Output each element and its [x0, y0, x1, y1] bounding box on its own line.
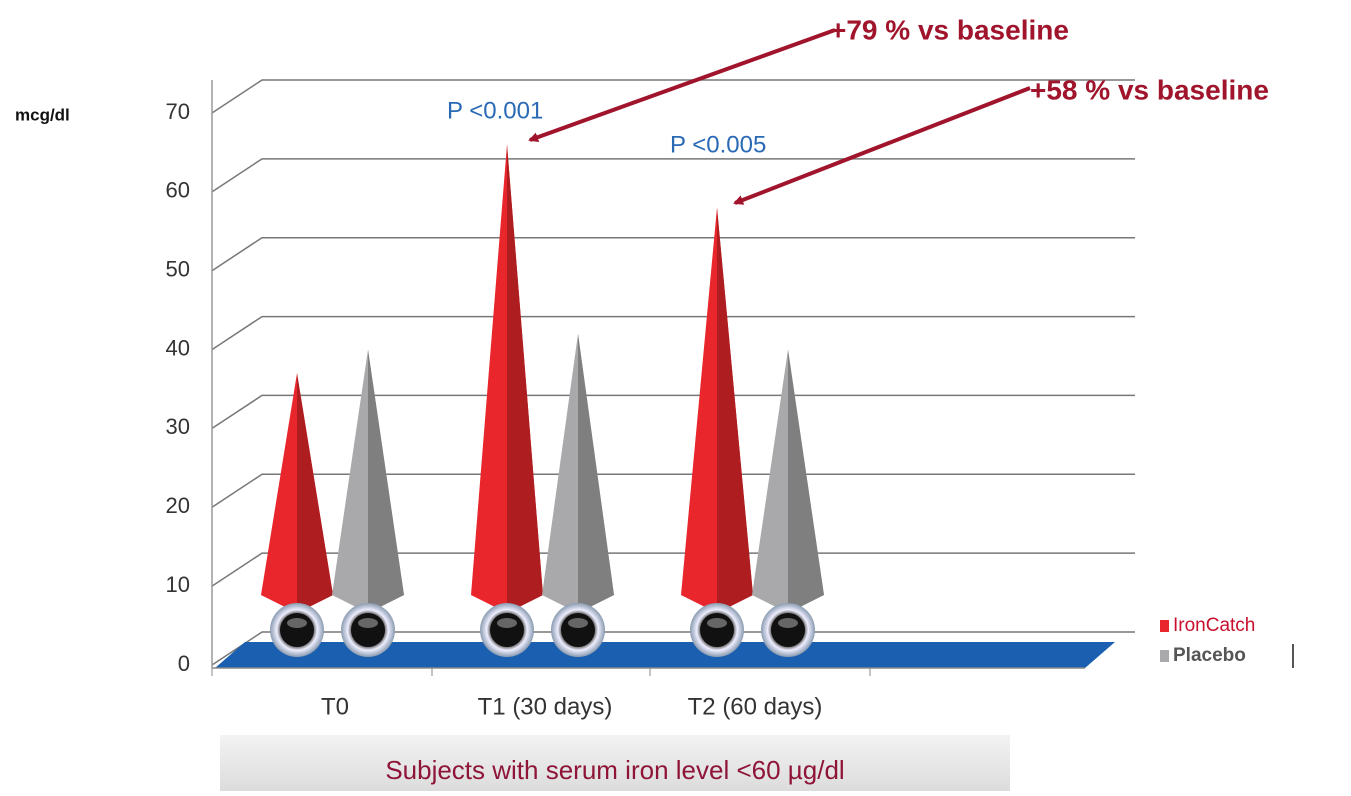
annotation: P <0.001	[447, 97, 543, 124]
arrow	[530, 30, 835, 140]
bar-shade	[297, 373, 333, 613]
ball-shine	[497, 618, 517, 628]
y-axis-label: mcg/dl	[15, 105, 70, 124]
annotation: +79 % vs baseline	[830, 14, 1069, 45]
bar-shade	[578, 334, 614, 613]
x-tick-label: T2 (60 days)	[688, 693, 823, 720]
cone	[471, 145, 543, 657]
chart: 0 10 20 30 40 50 60 70 mcg/dl T0 T1 (30 days) T2 …	[0, 0, 1351, 791]
y-tick-label: 30	[166, 414, 190, 439]
y-tick-label: 0	[178, 651, 190, 676]
legend: IronCatch Placebo	[1160, 615, 1293, 668]
y-tick-label: 10	[166, 572, 190, 597]
cone	[261, 373, 333, 657]
grid-line	[212, 238, 1135, 271]
bar-shade	[788, 350, 824, 613]
grid-line	[212, 317, 1135, 350]
bar-shade	[507, 145, 543, 613]
ball-shine	[778, 618, 798, 628]
annotation: +58 % vs baseline	[1030, 74, 1269, 105]
legend-label: IronCatch	[1173, 615, 1255, 636]
grid-line	[212, 159, 1135, 192]
bars: T0 T1 (30 days) T2 (60 days)	[261, 145, 824, 721]
ball-shine	[358, 618, 378, 628]
legend-swatch	[1160, 620, 1169, 632]
ball-shine	[707, 618, 727, 628]
y-tick-label: 40	[166, 335, 190, 360]
bar-shade	[717, 208, 753, 613]
arrow	[735, 88, 1030, 203]
y-tick-label: 20	[166, 493, 190, 518]
grid-line	[212, 395, 1135, 428]
ball-shine	[568, 618, 588, 628]
grid-line	[212, 80, 1135, 113]
annotation: P <0.005	[670, 131, 766, 158]
cone	[542, 334, 614, 657]
y-tick-label: 60	[166, 178, 190, 203]
page: {"chart_data": {"type": "bar", "y_label"…	[0, 0, 1351, 791]
y-tick-label: 50	[166, 257, 190, 282]
ball-shine	[287, 618, 307, 628]
legend-label: Placebo	[1173, 645, 1246, 666]
bar-shade	[368, 350, 404, 613]
x-tick-label: T0	[321, 693, 349, 720]
cone	[681, 208, 753, 657]
y-tick-label: 70	[166, 99, 190, 124]
x-tick-label: T1 (30 days)	[478, 693, 613, 720]
caption: Subjects with serum iron level <60 µg/dl	[385, 755, 844, 785]
legend-swatch	[1160, 650, 1169, 662]
